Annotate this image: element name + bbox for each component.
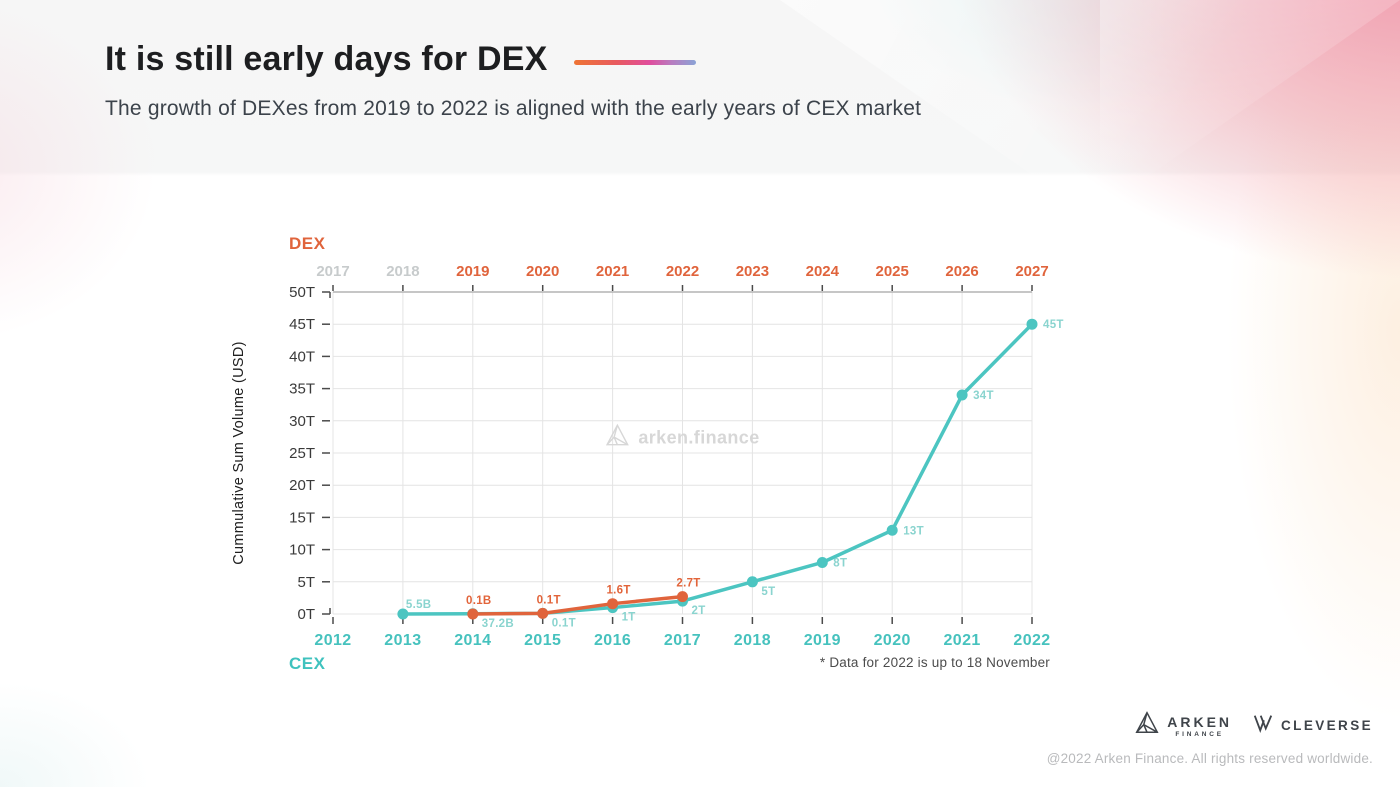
svg-text:50T: 50T [289,284,315,301]
chart-footnote: * Data for 2022 is up to 18 November [819,655,1050,670]
cleverse-w-icon [1252,712,1274,739]
svg-text:5.5B: 5.5B [406,599,432,611]
svg-text:1T: 1T [622,612,636,624]
watermark-text: arken.finance [638,427,760,448]
header: It is still early days for DEX The growt… [105,40,921,121]
page-subtitle: The growth of DEXes from 2019 to 2022 is… [105,97,922,120]
accent-gradient-bar [573,60,696,65]
svg-text:2016: 2016 [594,632,631,649]
svg-text:45T: 45T [1043,319,1064,331]
svg-text:2027: 2027 [1015,263,1048,280]
cleverse-logo: CLEVERSE [1252,712,1373,739]
svg-text:2019: 2019 [456,263,489,280]
svg-text:2017: 2017 [664,632,701,649]
arken-gem-icon [604,423,630,454]
copyright: @2022 Arken Finance. All rights reserved… [1046,751,1373,766]
svg-text:2014: 2014 [454,632,491,649]
svg-text:2022: 2022 [666,263,699,280]
svg-text:15T: 15T [289,509,315,526]
svg-text:2025: 2025 [876,263,909,280]
svg-text:2021: 2021 [596,263,629,280]
dex-axis-label: DEX [289,234,326,253]
watermark: arken.finance [604,423,759,454]
svg-text:0.1B: 0.1B [466,595,492,607]
svg-text:13T: 13T [903,525,924,537]
svg-text:35T: 35T [289,381,315,398]
svg-text:2024: 2024 [806,263,840,280]
chart-canvas: 2017 2012 2018 2013 2019 2014 2020 2015 2021 2016… [289,263,1064,649]
svg-text:2021: 2021 [943,632,980,649]
arken-logo-subtext: FINANCE [1175,730,1224,738]
svg-text:2022: 2022 [1013,632,1050,649]
svg-text:2020: 2020 [526,263,559,280]
svg-text:1.6T: 1.6T [606,585,630,597]
svg-text:37.2B: 37.2B [482,618,514,630]
svg-text:2019: 2019 [804,632,841,649]
cleverse-logo-text: CLEVERSE [1281,718,1373,733]
svg-text:5T: 5T [761,586,775,598]
svg-text:30T: 30T [289,413,315,430]
arken-prism-icon [1134,710,1160,741]
y-axis-title: Cummulative Sum Volume (USD) [231,341,247,565]
svg-text:25T: 25T [289,445,315,462]
page-title: It is still early days for DEX [105,40,548,78]
svg-text:2026: 2026 [945,263,978,280]
svg-text:40T: 40T [289,348,315,365]
svg-text:2015: 2015 [524,632,561,649]
svg-text:10T: 10T [289,542,315,559]
chart-area: DEX 2017 2012 2018 2013 2019 2014 2020 2015 2021… [230,230,1110,700]
svg-text:2013: 2013 [384,632,421,649]
svg-text:2020: 2020 [874,632,911,649]
svg-text:45T: 45T [289,316,315,333]
footer: ARKEN FINANCE CLEVERSE @2022 Arken Finan… [1047,710,1373,766]
svg-text:2018: 2018 [734,632,771,649]
svg-text:2017: 2017 [316,263,349,280]
svg-text:2023: 2023 [736,263,769,280]
svg-text:20T: 20T [289,477,315,494]
svg-text:34T: 34T [973,390,994,402]
cex-axis-label: CEX [289,654,326,673]
svg-text:2T: 2T [692,605,706,617]
svg-text:2.7T: 2.7T [676,578,700,590]
svg-text:0.1T: 0.1T [537,594,561,606]
arken-logo: ARKEN FINANCE [1134,710,1232,741]
arken-logo-text: ARKEN [1167,713,1233,730]
svg-text:5T: 5T [297,574,315,591]
svg-text:8T: 8T [833,557,847,569]
svg-text:2012: 2012 [314,632,351,649]
svg-text:2018: 2018 [386,263,419,280]
svg-text:0T: 0T [297,606,315,623]
svg-text:0.1T: 0.1T [552,617,576,629]
